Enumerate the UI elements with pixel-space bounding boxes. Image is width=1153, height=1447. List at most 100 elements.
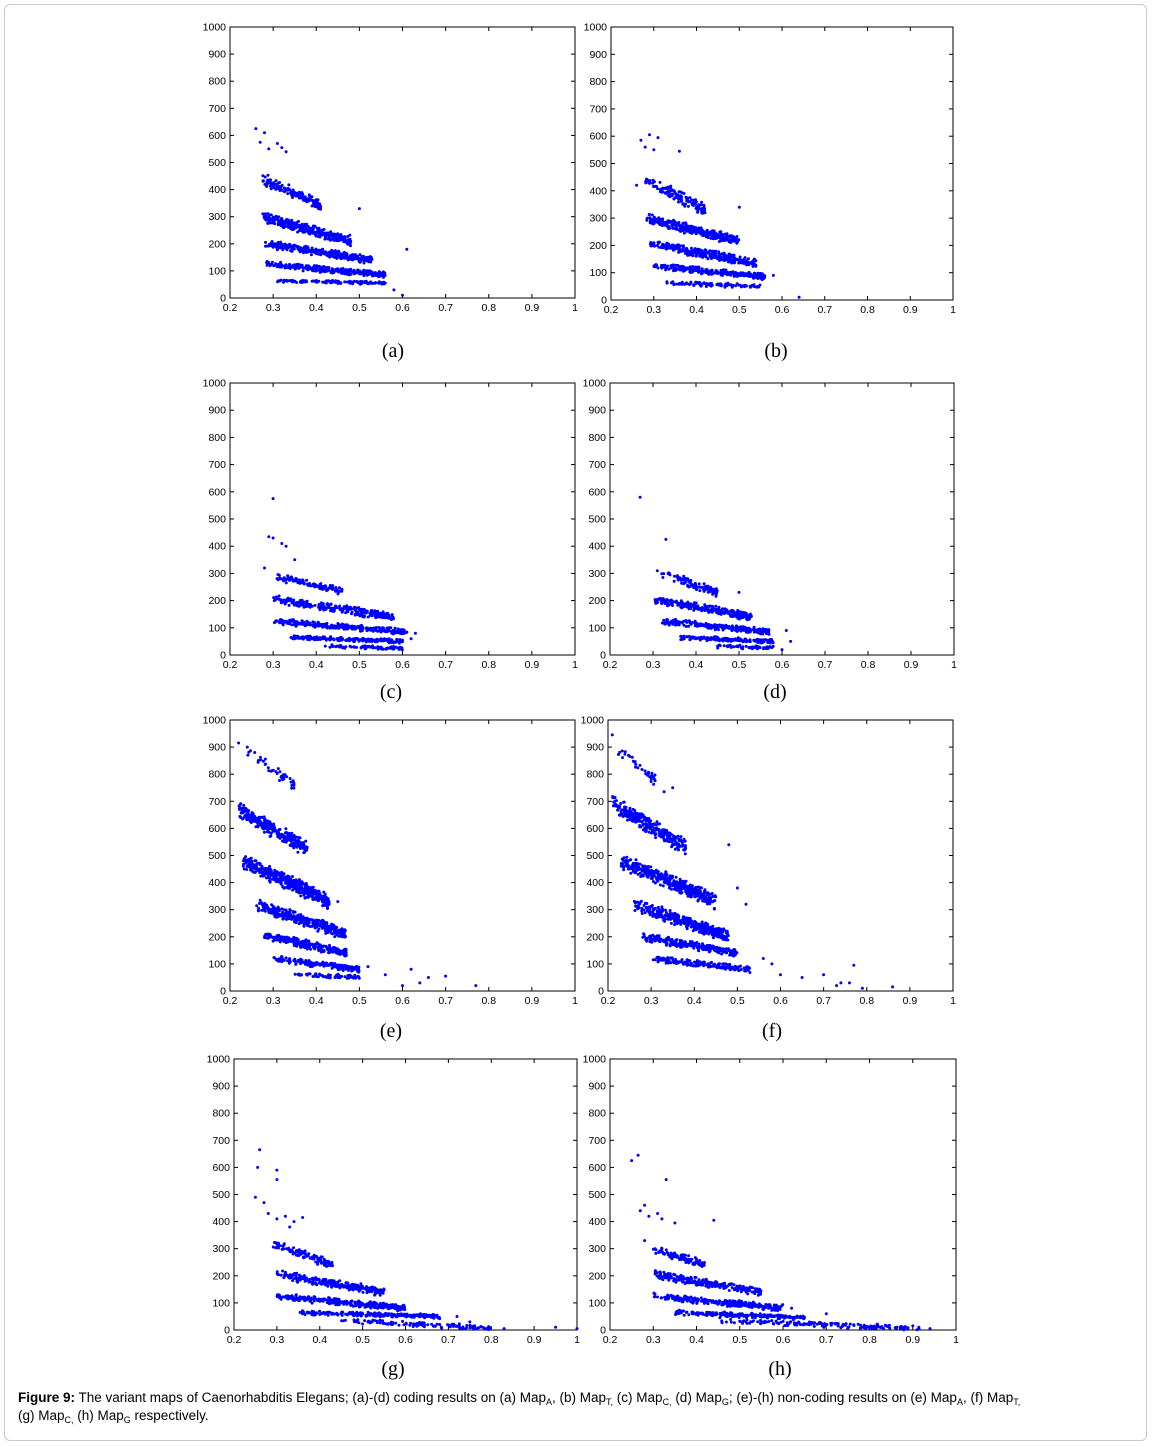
scatter-point xyxy=(311,582,315,586)
scatter-point xyxy=(765,645,769,649)
scatter-point xyxy=(267,147,271,151)
scatter-point xyxy=(337,638,341,642)
scatter-point xyxy=(703,248,707,252)
scatter-point xyxy=(712,250,715,254)
scatter-point xyxy=(301,266,305,270)
scatter-point xyxy=(282,278,286,282)
scatter-point xyxy=(333,624,337,628)
scatter-point xyxy=(746,257,750,261)
scatter-point xyxy=(685,603,689,607)
scatter-point xyxy=(698,589,702,593)
scatter-point xyxy=(346,638,350,641)
scatter-point xyxy=(742,260,746,263)
scatter-point xyxy=(732,274,736,278)
scatter-point xyxy=(692,636,696,640)
x-tick-label: 0.8 xyxy=(861,659,876,671)
scatter-point xyxy=(382,615,386,619)
scatter-point xyxy=(672,189,676,193)
scatter-point xyxy=(369,626,373,630)
y-tick-label: 700 xyxy=(208,796,226,808)
y-tick-label: 400 xyxy=(208,877,226,889)
scatter-point xyxy=(737,612,741,615)
scatter-point xyxy=(379,638,383,642)
scatter-point xyxy=(271,768,275,772)
scatter-point xyxy=(684,222,688,226)
scatter-point xyxy=(309,253,313,257)
x-tick-label: 0.2 xyxy=(603,659,618,671)
scatter-point xyxy=(691,198,695,202)
scatter-point xyxy=(292,280,295,284)
scatter-point xyxy=(662,220,666,224)
scatter-point xyxy=(360,609,364,612)
scatter-point xyxy=(337,249,340,253)
scatter-point xyxy=(281,623,285,627)
scatter-point xyxy=(278,181,282,184)
scatter-point xyxy=(754,259,758,263)
scatter-point xyxy=(337,586,341,590)
scatter-point xyxy=(286,218,290,222)
x-tick-label: 0.4 xyxy=(309,995,324,1007)
y-tick-label: 300 xyxy=(208,904,226,916)
scatter-point xyxy=(648,133,651,137)
scatter-point xyxy=(321,247,325,251)
scatter-point xyxy=(244,806,248,810)
x-tick-label: 1 xyxy=(950,304,956,316)
scatter-point xyxy=(274,243,278,247)
scatter-point xyxy=(304,635,308,639)
scatter-point xyxy=(296,230,300,234)
scatter-point xyxy=(295,281,299,284)
scatter-point xyxy=(357,639,361,643)
scatter-point xyxy=(268,184,272,188)
scatter-point xyxy=(329,602,333,606)
scatter-point xyxy=(277,243,280,247)
scatter-point xyxy=(288,620,292,624)
scatter-point xyxy=(715,236,719,240)
scatter-point xyxy=(284,544,288,548)
scatter-point xyxy=(269,834,273,838)
scatter-point xyxy=(339,238,343,242)
scatter-point xyxy=(718,234,722,238)
scatter-point xyxy=(242,803,246,807)
scatter-point xyxy=(644,181,648,185)
scatter-point xyxy=(647,212,651,216)
scatter-point xyxy=(737,205,741,209)
scatter-point xyxy=(706,236,710,239)
scatter-point xyxy=(352,640,356,643)
scatter-point xyxy=(293,243,296,247)
scatter-point xyxy=(667,599,671,603)
scatter-point xyxy=(668,220,672,224)
scatter-point xyxy=(335,256,339,260)
scatter-point xyxy=(684,620,688,624)
scatter-point xyxy=(339,635,343,639)
scatter-point xyxy=(709,282,713,286)
scatter-point xyxy=(678,195,682,199)
scatter-point xyxy=(713,237,716,241)
scatter-point xyxy=(284,581,288,585)
scatter-point xyxy=(283,599,287,603)
scatter-point xyxy=(767,630,771,634)
scatter-point xyxy=(732,258,736,262)
scatter-point xyxy=(348,239,352,243)
y-tick-label: 100 xyxy=(588,622,606,634)
scatter-point xyxy=(762,638,766,642)
scatter-point xyxy=(316,264,320,268)
scatter-point xyxy=(683,282,687,286)
scatter-point xyxy=(389,626,393,630)
scatter-point xyxy=(759,638,763,642)
scatter-point xyxy=(725,235,729,239)
scatter-point xyxy=(282,246,286,250)
scatter-point xyxy=(278,770,282,774)
x-tick-label: 1 xyxy=(951,659,957,671)
scatter-point xyxy=(685,226,689,230)
scatter-point xyxy=(265,185,269,188)
scatter-point xyxy=(668,189,672,193)
scatter-point xyxy=(237,804,241,808)
scatter-point xyxy=(743,256,747,260)
scatter-point xyxy=(699,607,702,611)
scatter-point xyxy=(761,630,765,634)
scatter-point xyxy=(269,187,273,191)
scatter-point xyxy=(666,264,669,268)
x-tick-label: 0.2 xyxy=(223,659,238,671)
